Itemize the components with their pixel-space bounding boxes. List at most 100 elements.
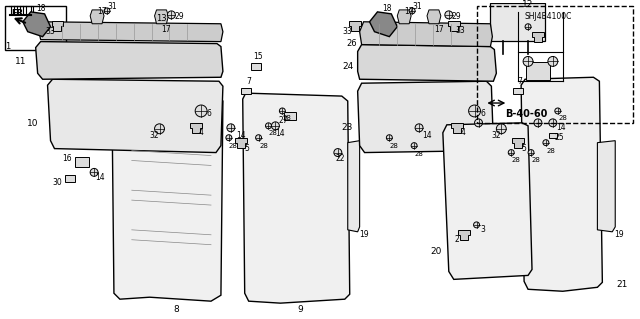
Text: 7: 7 — [246, 77, 251, 86]
Text: 18: 18 — [383, 4, 392, 13]
Circle shape — [227, 124, 235, 132]
Text: 28: 28 — [532, 158, 540, 163]
Text: 28: 28 — [558, 115, 567, 121]
Text: 33: 33 — [343, 27, 353, 36]
Text: 20: 20 — [430, 247, 442, 256]
Polygon shape — [360, 22, 492, 47]
Circle shape — [555, 108, 561, 114]
Circle shape — [271, 122, 280, 130]
Text: 28: 28 — [415, 151, 424, 157]
Text: 29: 29 — [175, 12, 184, 21]
Text: 22: 22 — [335, 154, 344, 163]
Bar — [513, 87, 523, 94]
Text: FR: FR — [11, 9, 23, 19]
Circle shape — [523, 56, 533, 66]
Text: SHJ4B4100C: SHJ4B4100C — [524, 12, 572, 21]
Text: 24: 24 — [342, 62, 353, 71]
Polygon shape — [23, 12, 51, 37]
Text: 27: 27 — [278, 116, 288, 125]
Polygon shape — [51, 21, 63, 31]
Text: 14: 14 — [556, 123, 566, 132]
Circle shape — [468, 105, 481, 117]
Text: 28: 28 — [390, 143, 399, 149]
Text: 3: 3 — [480, 225, 485, 234]
Polygon shape — [532, 32, 544, 41]
Text: 32: 32 — [150, 131, 159, 140]
Text: 12: 12 — [522, 0, 534, 10]
Circle shape — [534, 119, 542, 127]
Bar — [490, 3, 545, 41]
Circle shape — [266, 123, 271, 129]
Text: 14: 14 — [276, 129, 285, 138]
Text: 28: 28 — [283, 115, 292, 121]
Text: 13: 13 — [156, 14, 167, 23]
Text: 14: 14 — [95, 173, 105, 182]
Polygon shape — [521, 77, 602, 291]
Bar — [5, 6, 67, 49]
Text: 5: 5 — [522, 144, 527, 153]
Circle shape — [415, 124, 423, 132]
Polygon shape — [154, 10, 168, 24]
Circle shape — [226, 135, 232, 141]
Text: 17: 17 — [162, 25, 172, 34]
Text: 17: 17 — [434, 25, 444, 34]
Text: 17: 17 — [97, 7, 107, 16]
Circle shape — [411, 143, 417, 149]
Circle shape — [549, 119, 557, 127]
Text: 8: 8 — [173, 305, 179, 314]
Text: 14: 14 — [236, 131, 246, 140]
Text: 14: 14 — [422, 131, 432, 140]
Bar — [549, 133, 557, 138]
Circle shape — [168, 11, 175, 19]
Polygon shape — [90, 10, 104, 24]
Bar — [65, 175, 76, 182]
Polygon shape — [47, 79, 223, 152]
Text: 16: 16 — [63, 154, 72, 163]
Polygon shape — [235, 138, 246, 148]
Text: 23: 23 — [341, 123, 353, 132]
Bar — [251, 63, 260, 70]
Circle shape — [543, 140, 549, 146]
Text: 4: 4 — [460, 128, 465, 137]
Text: 9: 9 — [298, 305, 303, 314]
Circle shape — [154, 124, 164, 134]
Text: 33: 33 — [45, 27, 56, 36]
Text: 28: 28 — [512, 158, 520, 163]
Text: 28: 28 — [547, 148, 556, 153]
Polygon shape — [358, 81, 493, 152]
Text: 19: 19 — [359, 230, 369, 239]
Circle shape — [334, 149, 342, 157]
Text: 10: 10 — [27, 119, 38, 128]
Polygon shape — [427, 10, 441, 24]
Bar — [241, 87, 251, 94]
Text: 5: 5 — [244, 144, 249, 153]
Text: 7: 7 — [518, 77, 523, 86]
Text: 4: 4 — [198, 128, 204, 137]
Text: 6: 6 — [207, 109, 211, 118]
Text: 30: 30 — [52, 178, 62, 187]
Bar — [477, 6, 633, 123]
Polygon shape — [349, 21, 360, 31]
Polygon shape — [451, 123, 463, 133]
Circle shape — [474, 222, 479, 228]
Circle shape — [525, 24, 531, 30]
Circle shape — [90, 168, 98, 176]
Text: 29: 29 — [452, 12, 461, 21]
Circle shape — [528, 150, 534, 156]
Polygon shape — [458, 230, 470, 240]
Bar — [76, 157, 89, 167]
Text: 6: 6 — [480, 109, 485, 118]
Text: 18: 18 — [36, 4, 45, 13]
Text: 15: 15 — [253, 52, 262, 61]
Circle shape — [445, 11, 452, 19]
Text: 31: 31 — [412, 3, 422, 11]
Polygon shape — [112, 93, 223, 301]
Polygon shape — [369, 12, 397, 37]
Text: 17: 17 — [404, 7, 414, 16]
Circle shape — [104, 8, 110, 14]
Circle shape — [474, 119, 483, 127]
Text: 1: 1 — [5, 42, 10, 51]
Polygon shape — [358, 45, 497, 81]
Bar — [525, 62, 550, 79]
Circle shape — [497, 124, 506, 134]
